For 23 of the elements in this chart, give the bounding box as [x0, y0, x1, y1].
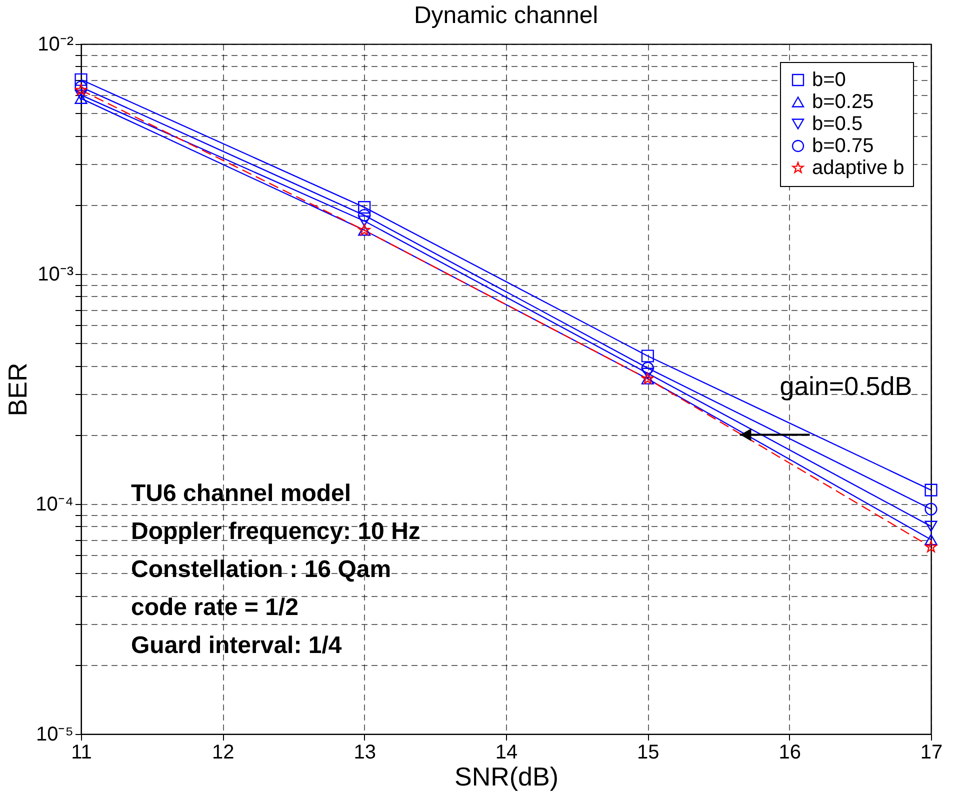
chart-title: Dynamic channel [414, 2, 598, 29]
y-tick-label: 10⁻⁴ [36, 494, 74, 516]
legend-label: b=0.75 [812, 135, 874, 157]
x-tick-label: 17 [920, 742, 943, 764]
x-tick-label: 12 [212, 742, 234, 764]
legend-label: b=0 [812, 69, 846, 91]
legend-label: adaptive b [812, 157, 904, 179]
x-tick-label: 13 [354, 742, 376, 764]
x-tick-label: 16 [778, 742, 801, 764]
annotation: code rate = 1/2 [131, 594, 298, 621]
y-tick-label: 10⁻³ [38, 264, 74, 286]
x-tick-label: 11 [71, 742, 92, 764]
x-tick-label: 14 [495, 742, 518, 764]
x-tick-label: 15 [637, 742, 660, 764]
legend-label: b=0.25 [812, 91, 874, 113]
x-axis-title: SNR(dB) [454, 762, 559, 792]
annotation: Guard interval: 1/4 [131, 632, 342, 659]
annotation: TU6 channel model [131, 480, 352, 507]
legend-label: b=0.5 [812, 113, 863, 135]
y-axis-title: BER [2, 362, 33, 416]
y-tick-label: 10⁻² [38, 34, 74, 56]
y-tick-label: 10⁻⁵ [36, 724, 74, 746]
annotation: gain=0.5dB [780, 370, 912, 401]
